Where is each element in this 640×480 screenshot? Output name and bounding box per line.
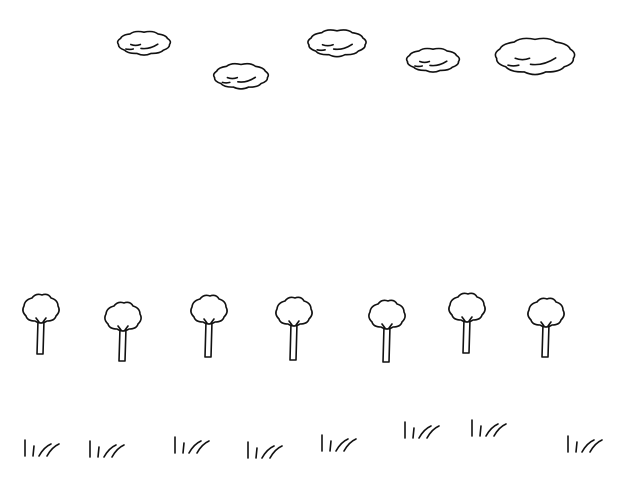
tree [22,293,60,355]
tree [527,297,565,358]
grass-group [24,419,603,459]
grass-tuft [567,435,603,453]
grass-tuft [89,440,125,458]
tree [275,296,313,361]
cloud [116,30,172,56]
grass-tuft [471,419,507,437]
cloud [212,62,270,90]
tree [190,294,228,358]
clouds-group [116,29,576,90]
grass-tuft [24,439,60,457]
grass-tuft [174,436,210,454]
tree [104,301,142,362]
cloud [494,37,576,76]
tree [448,292,486,354]
grass-tuft [321,434,357,452]
grass-tuft [404,421,440,439]
cloud [405,47,461,73]
trees-group [22,292,565,363]
cloud [307,29,367,58]
grass-tuft [247,441,283,459]
tree [368,299,406,363]
